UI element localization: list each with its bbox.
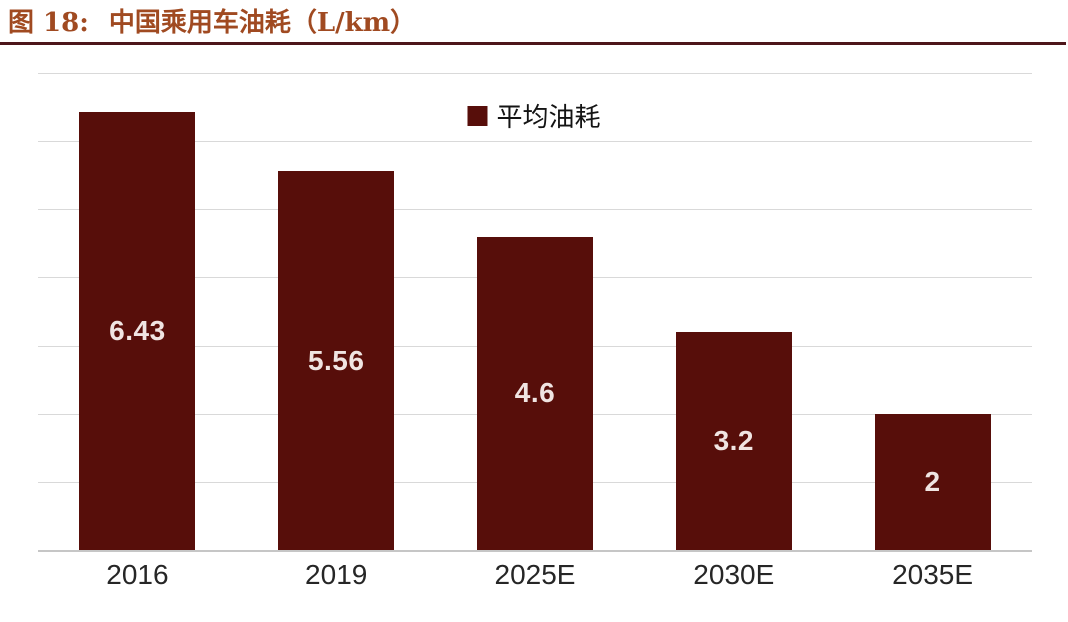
bar-2016: 6.43 bbox=[79, 111, 196, 550]
x-tick-label: 2030E bbox=[693, 559, 775, 590]
gridline bbox=[38, 209, 1032, 211]
bar-value-label: 6.43 bbox=[109, 314, 166, 346]
x-tick-label: 2035E bbox=[892, 559, 974, 590]
bar-value-label: 2 bbox=[924, 465, 941, 497]
x-tick-label: 2019 bbox=[305, 559, 368, 590]
chart-legend: 平均油耗 bbox=[467, 97, 601, 134]
plot-area: 6.43 5.56 4.6 3.2 2 bbox=[38, 73, 1032, 552]
legend-swatch bbox=[467, 105, 488, 126]
x-axis-labels: 2016 2019 2025E 2030E 2035E bbox=[38, 559, 1032, 591]
x-tick-label: 2025E bbox=[494, 559, 576, 590]
bar-2035E: 2 bbox=[874, 413, 991, 550]
bar-value-label: 4.6 bbox=[514, 377, 556, 409]
title-divider bbox=[0, 42, 1066, 45]
legend-label: 平均油耗 bbox=[496, 103, 601, 133]
x-tick-label: 2016 bbox=[106, 559, 169, 590]
figure-title: 图 18: 中国乘用车油耗（L/km） bbox=[8, 9, 416, 38]
bar-value-label: 3.2 bbox=[713, 424, 755, 456]
gridline bbox=[38, 73, 1032, 74]
bar-value-label: 5.56 bbox=[307, 344, 365, 376]
figure-title-text: 中国乘用车油耗（L/km） bbox=[108, 8, 417, 38]
bar-2019: 5.56 bbox=[278, 171, 395, 550]
figure-number: 图 18: bbox=[8, 8, 89, 38]
bar-2030E: 3.2 bbox=[675, 331, 792, 550]
bar-2025E: 4.6 bbox=[477, 236, 593, 550]
gridline bbox=[38, 141, 1032, 143]
